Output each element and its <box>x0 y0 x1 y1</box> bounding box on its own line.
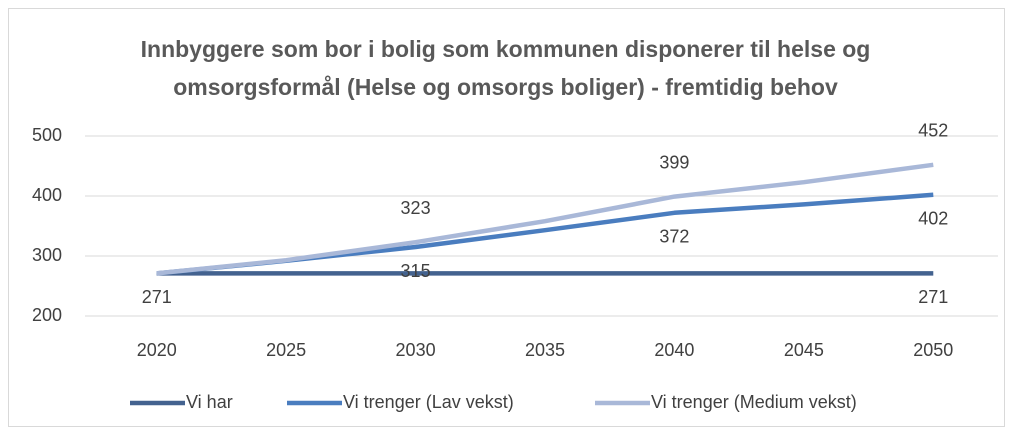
legend-label: Vi trenger (Medium vekst) <box>651 392 857 412</box>
data-label: 399 <box>659 152 689 172</box>
chart-border <box>8 8 1005 427</box>
data-label: 452 <box>918 121 948 141</box>
legend-label: Vi trenger (Lav vekst) <box>343 392 514 412</box>
x-tick-label: 2030 <box>396 340 436 360</box>
x-tick-label: 2045 <box>784 340 824 360</box>
data-label: 372 <box>659 227 689 247</box>
data-label: 402 <box>918 209 948 229</box>
data-label: 271 <box>142 287 172 307</box>
y-tick-label: 200 <box>32 305 62 325</box>
x-tick-label: 2040 <box>654 340 694 360</box>
data-label: 323 <box>401 198 431 218</box>
x-tick-label: 2020 <box>137 340 177 360</box>
legend-label: Vi har <box>186 392 233 412</box>
chart-title: Innbyggere som bor i bolig som kommunen … <box>140 36 871 100</box>
data-label: 315 <box>401 261 431 281</box>
y-tick-label: 400 <box>32 185 62 205</box>
x-tick-label: 2050 <box>913 340 953 360</box>
x-tick-label: 2035 <box>525 340 565 360</box>
data-label: 271 <box>918 287 948 307</box>
x-tick-label: 2025 <box>266 340 306 360</box>
y-tick-label: 300 <box>32 245 62 265</box>
line <box>156 162 934 276</box>
y-tick-label: 500 <box>32 125 62 145</box>
